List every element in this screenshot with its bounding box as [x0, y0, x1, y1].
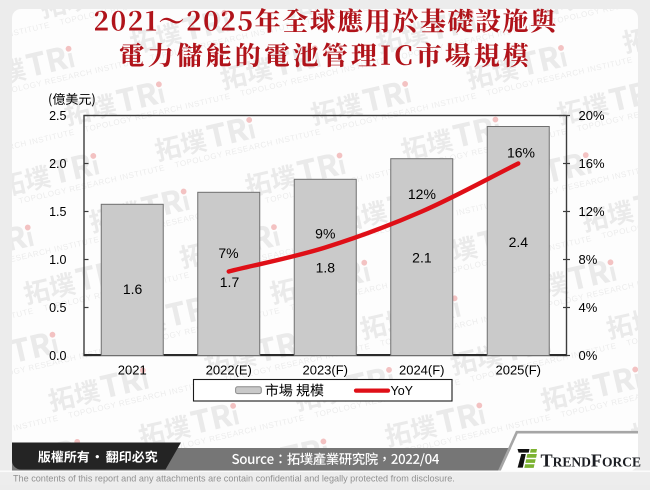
svg-text:2024(F): 2024(F) [399, 363, 445, 378]
svg-text:12%: 12% [408, 186, 436, 202]
svg-text:4%: 4% [579, 300, 598, 315]
svg-text:2.5: 2.5 [49, 109, 66, 123]
svg-text:7%: 7% [218, 245, 238, 261]
svg-text:0.5: 0.5 [49, 301, 66, 315]
svg-text:1.6: 1.6 [123, 281, 143, 297]
svg-text:8%: 8% [579, 252, 598, 267]
svg-text:TRENDFORCE: TRENDFORCE [541, 450, 642, 470]
svg-text:9%: 9% [315, 225, 335, 241]
svg-text:0.0: 0.0 [49, 349, 66, 363]
svg-text:1.8: 1.8 [316, 259, 336, 275]
svg-text:20%: 20% [579, 108, 605, 123]
svg-text:The contents of this report an: The contents of this report and any atta… [13, 473, 455, 483]
svg-text:1.0: 1.0 [49, 253, 66, 267]
svg-text:2021: 2021 [118, 363, 147, 378]
svg-text:1.5: 1.5 [49, 205, 66, 219]
svg-text:YoY: YoY [391, 384, 414, 398]
svg-text:2025(F): 2025(F) [495, 363, 541, 378]
svg-text:12%: 12% [579, 204, 605, 219]
svg-text:0%: 0% [579, 348, 598, 363]
svg-text:1.7: 1.7 [220, 274, 240, 290]
svg-text:2022(E): 2022(E) [206, 363, 252, 378]
svg-text:16%: 16% [507, 145, 535, 161]
svg-text:2023(F): 2023(F) [302, 363, 348, 378]
svg-text:16%: 16% [579, 156, 605, 171]
svg-text:2.1: 2.1 [412, 249, 432, 265]
svg-text:2.4: 2.4 [509, 234, 529, 250]
svg-text:2.0: 2.0 [49, 157, 66, 171]
